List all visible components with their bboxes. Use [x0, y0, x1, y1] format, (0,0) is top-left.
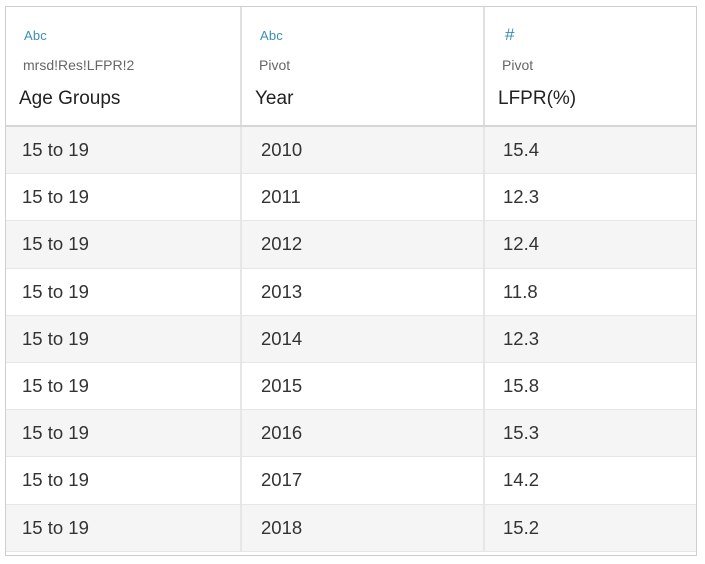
table-row[interactable]: 15 to 19 2014 12.3	[6, 315, 696, 363]
column-source-label: Pivot	[502, 57, 534, 73]
grid-header: Abc mrsd!Res!LFPR!2 Age Groups Abc Pivot…	[6, 7, 696, 127]
age-group-cell[interactable]: 15 to 19	[6, 504, 242, 551]
column-field-name[interactable]: LFPR(%)	[498, 88, 577, 109]
lfpr-cell[interactable]: 12.3	[503, 327, 540, 349]
grid-body: 15 to 19 2010 15.4 15 to 19 2011 12.3 15 to 19…	[6, 127, 696, 552]
string-type-icon[interactable]: Abc	[260, 28, 284, 43]
year-cell[interactable]: 2017	[242, 457, 485, 504]
column-header-lfpr[interactable]: # Pivot LFPR(%)	[485, 7, 696, 125]
year-cell[interactable]: 2016	[242, 410, 485, 457]
age-group-cell[interactable]: 15 to 19	[6, 410, 242, 457]
table-row[interactable]: 15 to 19 2017 14.2	[6, 457, 696, 505]
column-field-name[interactable]: Year	[255, 88, 294, 109]
lfpr-cell[interactable]: 14.2	[503, 469, 540, 491]
age-group-cell[interactable]: 15 to 19	[6, 362, 242, 410]
age-group-cell[interactable]: 15 to 19	[6, 127, 242, 174]
column-field-name[interactable]: Age Groups	[19, 88, 121, 109]
table-row[interactable]: 15 to 19 2018 15.2	[6, 504, 696, 552]
year-cell[interactable]: 2013	[242, 268, 485, 315]
age-group-cell[interactable]: 15 to 19	[6, 268, 242, 315]
table-row[interactable]: 15 to 19 2012 12.4	[6, 221, 696, 269]
lfpr-cell[interactable]: 15.2	[503, 516, 540, 538]
age-group-cell[interactable]: 15 to 19	[6, 174, 242, 221]
lfpr-cell[interactable]: 15.8	[503, 375, 540, 397]
lfpr-cell[interactable]: 15.4	[503, 139, 540, 161]
lfpr-cell[interactable]: 11.8	[503, 280, 538, 302]
table-row[interactable]: 15 to 19 2013 11.8	[6, 268, 696, 316]
table-row[interactable]: 15 to 19 2015 15.8	[6, 362, 696, 411]
data-grid: Abc mrsd!Res!LFPR!2 Age Groups Abc Pivot…	[5, 6, 697, 556]
lfpr-cell[interactable]: 12.4	[503, 233, 540, 255]
column-header-age-groups[interactable]: Abc mrsd!Res!LFPR!2 Age Groups	[6, 7, 242, 125]
table-row[interactable]: 15 to 19 2016 15.3	[6, 410, 696, 458]
year-cell[interactable]: 2014	[242, 315, 485, 362]
year-cell[interactable]: 2015	[242, 362, 485, 410]
table-row[interactable]: 15 to 19 2011 12.3	[6, 174, 696, 222]
table-row[interactable]: 15 to 19 2010 15.4	[6, 127, 696, 175]
year-cell[interactable]: 2011	[242, 174, 485, 221]
lfpr-cell[interactable]: 12.3	[503, 186, 540, 208]
age-group-cell[interactable]: 15 to 19	[6, 315, 242, 362]
year-cell[interactable]: 2018	[242, 504, 485, 551]
year-cell[interactable]: 2010	[242, 127, 485, 174]
age-group-cell[interactable]: 15 to 19	[6, 457, 242, 504]
string-type-icon[interactable]: Abc	[24, 28, 48, 43]
number-type-icon[interactable]: #	[505, 25, 515, 44]
column-source-label: mrsd!Res!LFPR!2	[23, 57, 135, 73]
age-group-cell[interactable]: 15 to 19	[6, 221, 242, 268]
lfpr-cell[interactable]: 15.3	[503, 422, 540, 444]
column-header-year[interactable]: Abc Pivot Year	[242, 7, 485, 125]
year-cell[interactable]: 2012	[242, 221, 485, 268]
column-source-label: Pivot	[259, 57, 291, 73]
